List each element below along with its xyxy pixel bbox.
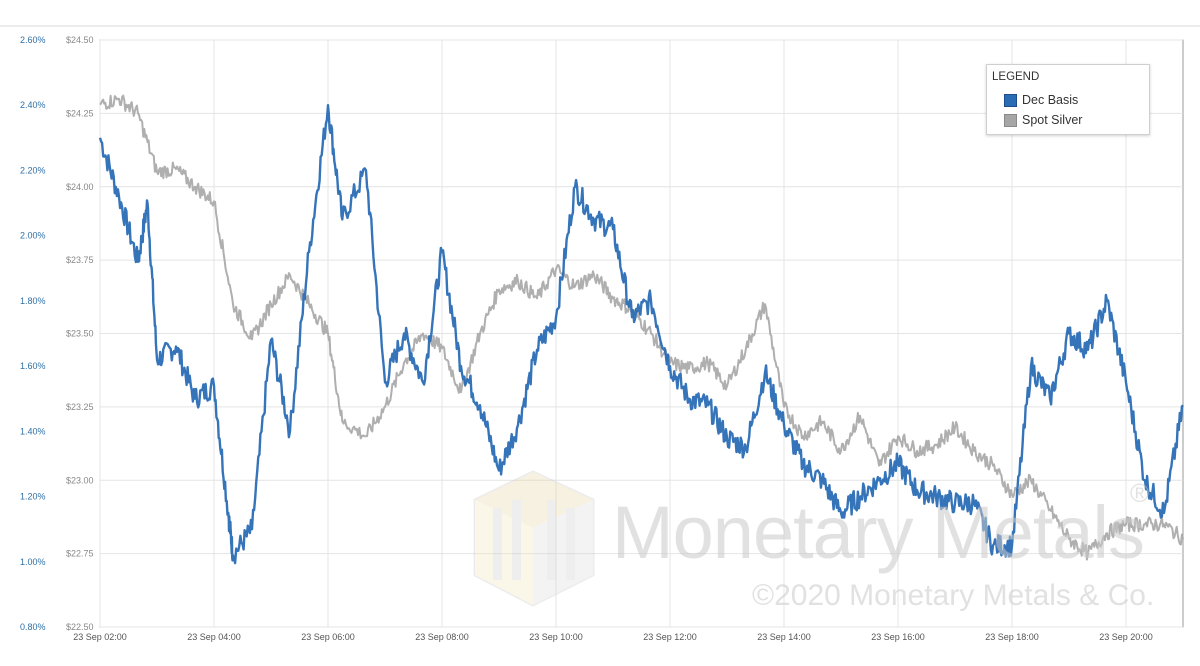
grid-lines: [99, 39, 1183, 628]
series-layer: [98, 94, 1184, 565]
time-tick-label: 23 Sep 18:00: [985, 632, 1039, 642]
watermark-copyright: ©2020 Monetary Metals & Co.: [752, 579, 1155, 612]
price-tick-label: $24.00: [66, 182, 94, 192]
price-tick-label: $22.75: [66, 549, 94, 559]
time-tick-label: 23 Sep 14:00: [757, 632, 811, 642]
time-tick-label: 23 Sep 08:00: [415, 632, 469, 642]
percent-tick-label: 2.40%: [20, 100, 46, 110]
time-tick-label: 23 Sep 12:00: [643, 632, 697, 642]
percent-tick-label: 1.60%: [20, 361, 46, 371]
price-tick-label: $22.50: [66, 622, 94, 632]
percent-tick-label: 1.40%: [20, 426, 46, 436]
price-tick-label: $24.50: [66, 35, 94, 45]
legend-title: LEGEND: [992, 71, 1040, 83]
time-tick-label: 23 Sep 02:00: [73, 632, 127, 642]
percent-tick-label: 1.20%: [20, 492, 46, 502]
price-tick-label: $23.50: [66, 329, 94, 339]
spot-silver-line: [99, 94, 1184, 561]
percent-axis: 0.80% 1.00% 1.20% 1.40% 1.60% 1.80% 2.00% 2.20%…: [20, 35, 46, 632]
watermark-logo: [473, 470, 595, 607]
percent-tick-label: 2.00%: [20, 231, 46, 241]
percent-tick-label: 0.80%: [20, 622, 46, 632]
legend-label-spot-silver: Spot Silver: [1022, 113, 1083, 127]
time-axis: 23 Sep 02:00 23 Sep 04:00 23 Sep 06:00 23 S…: [73, 632, 1153, 642]
dec-basis-line: [98, 104, 1184, 565]
time-tick-label: 23 Sep 10:00: [529, 632, 583, 642]
time-tick-label: 23 Sep 06:00: [301, 632, 355, 642]
price-tick-label: $23.00: [66, 475, 94, 485]
percent-tick-label: 1.00%: [20, 557, 46, 567]
dec-basis-swatch: [1004, 93, 1017, 107]
time-tick-label: 23 Sep 04:00: [187, 632, 241, 642]
percent-tick-label: 2.60%: [20, 35, 46, 45]
watermark-registered-mark: ®: [1130, 478, 1150, 508]
watermark-text: Monetary Metals: [612, 491, 1145, 574]
legend: LEGEND Dec Basis Spot Silver: [986, 64, 1150, 135]
legend-item-dec-basis: Dec Basis: [1004, 91, 1078, 109]
percent-tick-label: 2.20%: [20, 165, 46, 175]
price-axis: $22.50 $22.75 $23.00 $23.25 $23.50 $23.75 $24.…: [66, 35, 94, 632]
price-tick-label: $24.25: [66, 108, 94, 118]
spot-silver-swatch: [1004, 113, 1017, 127]
legend-label-dec-basis: Dec Basis: [1022, 93, 1079, 107]
legend-item-spot-silver: Spot Silver: [1004, 111, 1082, 129]
time-tick-label: 23 Sep 16:00: [871, 632, 925, 642]
price-tick-label: $23.75: [66, 255, 94, 265]
price-tick-label: $23.25: [66, 402, 94, 412]
percent-tick-label: 1.80%: [20, 296, 46, 306]
time-tick-label: 23 Sep 20:00: [1099, 632, 1153, 642]
